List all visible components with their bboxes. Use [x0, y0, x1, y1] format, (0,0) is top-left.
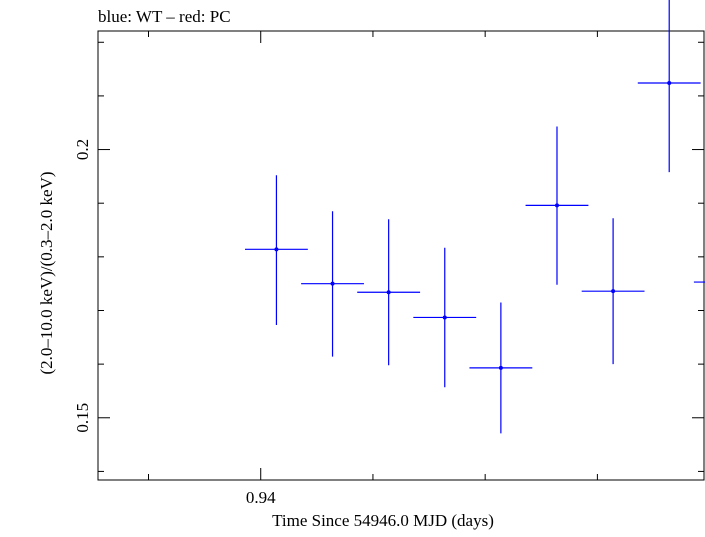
data-point [331, 282, 335, 286]
data-point [667, 81, 671, 85]
data-point [499, 366, 503, 370]
x-axis-label: Time Since 54946.0 MJD (days) [272, 511, 494, 530]
y-axis-label: (2.0–10.0 keV)/(0.3–2.0 keV) [37, 171, 56, 374]
data-point [387, 290, 391, 294]
x-tick-label: 0.94 [246, 488, 276, 507]
chart-title: blue: WT – red: PC [98, 7, 231, 26]
data-point [443, 315, 447, 319]
series-points [245, 0, 705, 433]
x-axis-ticks: 0.940.9450.95 [149, 31, 705, 507]
data-point [274, 247, 278, 251]
y-tick-label: 0.2 [73, 139, 92, 160]
data-point [611, 289, 615, 293]
y-tick-label: 0.15 [73, 403, 92, 433]
data-point [555, 203, 559, 207]
